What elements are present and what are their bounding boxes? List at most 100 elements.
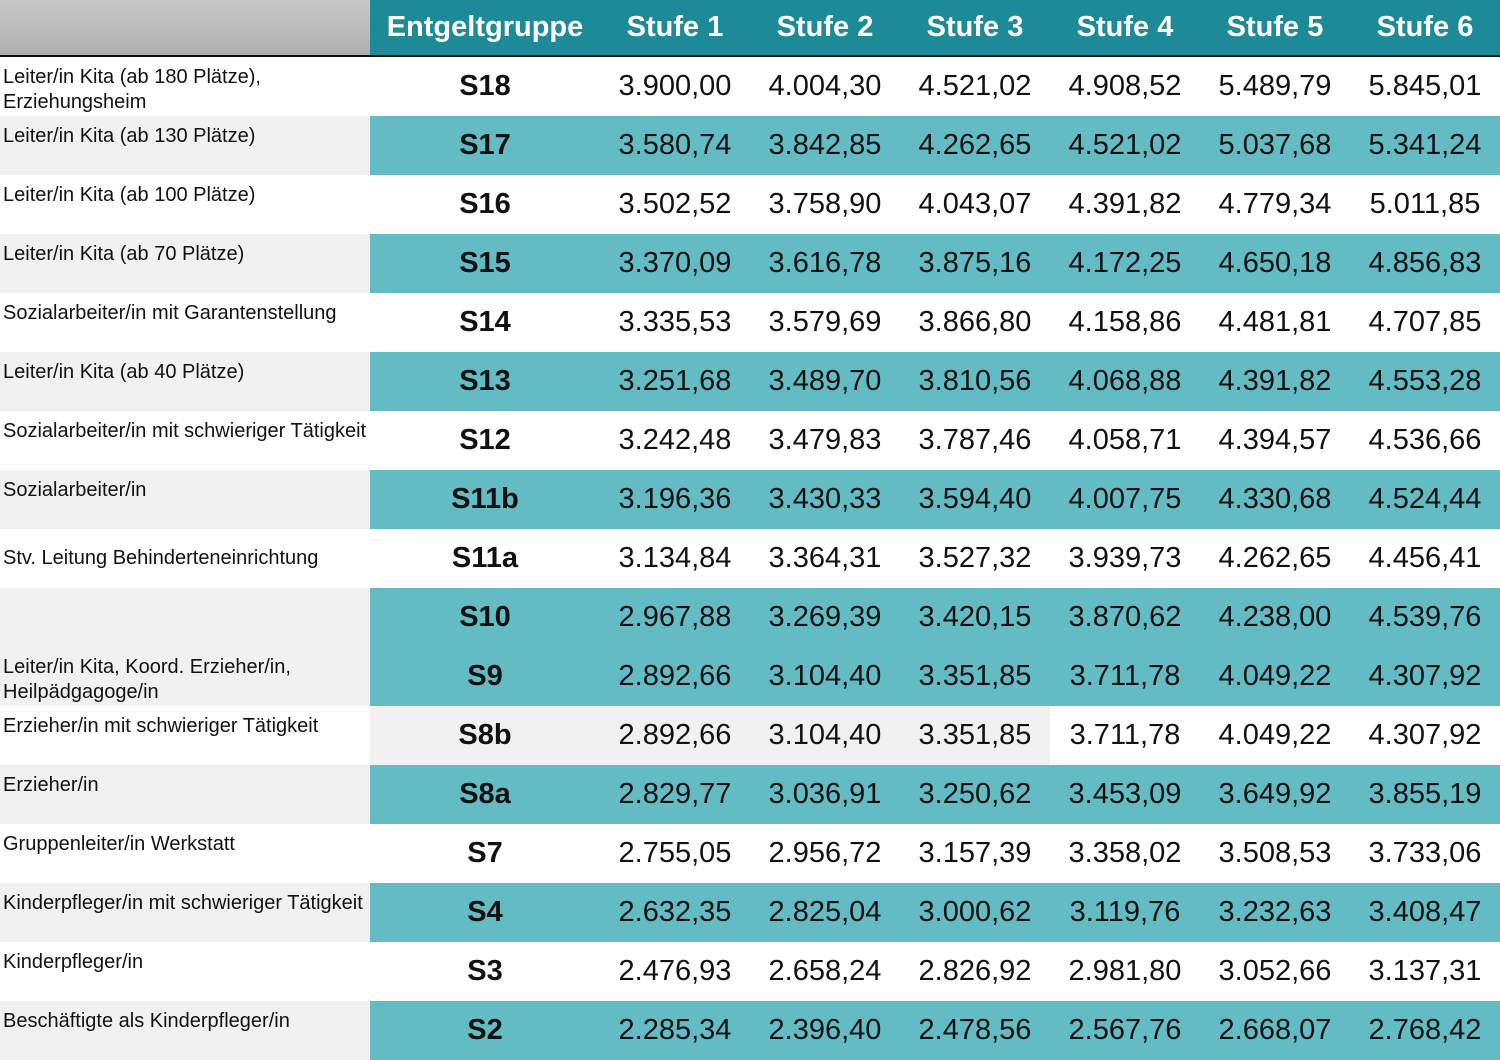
- table-row: Leiter/in Kita (ab 40 Plätze) S13 3.251,68…: [0, 352, 1500, 411]
- group-cell: S8a: [370, 765, 600, 824]
- value-cell: 3.711,78: [1069, 719, 1181, 751]
- value-cell: 4.068,88: [1050, 352, 1200, 411]
- header-cell: Entgeltgruppe: [370, 0, 600, 57]
- value-cell: 3.104,40: [750, 706, 900, 765]
- value-cell: 2.768,42: [1350, 1001, 1500, 1060]
- row-label: Leiter/in Kita (ab 40 Plätze): [0, 352, 370, 411]
- group-cell: S3: [467, 955, 503, 987]
- value-cell: 4.049,22: [1218, 719, 1332, 751]
- group-cell: S11a: [451, 542, 519, 574]
- value-cell: 4.007,75: [1050, 470, 1200, 529]
- value-cell: 5.341,24: [1350, 116, 1500, 175]
- value-cell: 4.158,86: [1068, 306, 1182, 338]
- value-cell: 3.866,80: [918, 306, 1032, 338]
- value-cell: 3.758,90: [768, 188, 882, 220]
- group-cell: S7: [467, 837, 503, 869]
- header-cell: Stufe 2: [750, 0, 900, 57]
- value-cell: 4.307,92: [1350, 647, 1500, 706]
- value-cell: 3.527,32: [918, 542, 1032, 574]
- table-row: Sozialarbeiter/in mit schwieriger Tätigk…: [0, 411, 1500, 470]
- value-cell: 3.420,15: [900, 588, 1050, 647]
- value-cell: 5.037,68: [1200, 116, 1350, 175]
- value-cell: 3.479,83: [768, 424, 882, 456]
- value-cell: 2.826,92: [918, 955, 1032, 987]
- value-cell: 3.364,31: [768, 542, 882, 574]
- group-cell: S15: [370, 234, 600, 293]
- row-label: Stv. Leitung Behinderteneinrichtung: [3, 547, 319, 569]
- table-row: Kinderpfleger/in mit schwieriger Tätigke…: [0, 883, 1500, 942]
- value-cell: 3.489,70: [750, 352, 900, 411]
- group-cell: S13: [370, 352, 600, 411]
- group-cell: S14: [459, 306, 511, 338]
- value-cell: 3.502,52: [618, 188, 732, 220]
- value-cell: 3.649,92: [1200, 765, 1350, 824]
- value-cell: 3.870,62: [1050, 588, 1200, 647]
- table-row: Kinderpfleger/in S3 2.476,93 2.658,24 2.826,…: [0, 942, 1500, 1001]
- value-cell: 4.043,07: [918, 188, 1032, 220]
- row-label: Erzieher/in: [0, 765, 370, 824]
- row-label: Leiter/in Kita (ab 180 Plätze), Erziehun…: [3, 66, 261, 113]
- value-cell: 3.711,78: [1050, 647, 1200, 706]
- value-cell: 4.238,00: [1200, 588, 1350, 647]
- value-cell: 2.632,35: [600, 883, 750, 942]
- value-cell: 2.892,66: [600, 706, 750, 765]
- value-cell: 3.594,40: [900, 470, 1050, 529]
- table-row: Gruppenleiter/in Werkstatt S7 2.755,05 2.95…: [0, 824, 1500, 883]
- value-cell: 2.396,40: [750, 1001, 900, 1060]
- row-label: Kinderpfleger/in: [3, 951, 144, 973]
- row-label: Kinderpfleger/in mit schwieriger Tätigke…: [0, 883, 370, 942]
- value-cell: 4.391,82: [1068, 188, 1182, 220]
- header-cell: Stufe 5: [1200, 0, 1350, 57]
- value-cell: 2.285,34: [600, 1001, 750, 1060]
- value-cell: 3.875,16: [900, 234, 1050, 293]
- value-cell: 3.430,33: [750, 470, 900, 529]
- value-cell: 4.394,57: [1218, 424, 1332, 456]
- value-cell: 4.391,82: [1200, 352, 1350, 411]
- value-cell: 4.553,28: [1350, 352, 1500, 411]
- group-cell: S10: [370, 588, 600, 647]
- value-cell: 3.137,31: [1368, 955, 1482, 987]
- value-cell: 3.855,19: [1350, 765, 1500, 824]
- value-cell: 4.481,81: [1218, 306, 1332, 338]
- value-cell: 3.351,85: [900, 647, 1050, 706]
- value-cell: 3.000,62: [900, 883, 1050, 942]
- table-body: Leiter/in Kita (ab 180 Plätze), Erziehun…: [0, 56, 1500, 1060]
- value-cell: 2.658,24: [768, 955, 882, 987]
- group-cell: S17: [370, 116, 600, 175]
- value-cell: 3.134,84: [618, 542, 732, 574]
- group-cell: S9: [370, 647, 600, 706]
- value-cell: 3.335,53: [618, 306, 732, 338]
- value-cell: 3.250,62: [900, 765, 1050, 824]
- value-cell: 4.524,44: [1350, 470, 1500, 529]
- table-row: Leiter/in Kita (ab 180 Plätze), Erziehun…: [0, 56, 1500, 116]
- value-cell: 3.358,02: [1068, 837, 1182, 869]
- value-cell: 3.196,36: [600, 470, 750, 529]
- value-cell: 3.251,68: [600, 352, 750, 411]
- value-cell: 2.668,07: [1200, 1001, 1350, 1060]
- header-cell: Stufe 6: [1350, 0, 1500, 57]
- value-cell: 4.908,52: [1068, 70, 1182, 102]
- row-label: Beschäftigte als Kinderpfleger/in: [0, 1001, 370, 1060]
- value-cell: 3.104,40: [750, 647, 900, 706]
- value-cell: 4.004,30: [768, 70, 882, 102]
- value-cell: 4.521,02: [918, 70, 1032, 102]
- header-cell: Stufe 4: [1050, 0, 1200, 57]
- table-row: S10 2.967,88 3.269,39 3.420,15 3.870,62 4.238…: [0, 588, 1500, 647]
- table-row: Erzieher/in mit schwieriger Tätigkeit S8b…: [0, 706, 1500, 765]
- value-cell: 2.956,72: [768, 837, 882, 869]
- value-cell: 2.567,76: [1050, 1001, 1200, 1060]
- row-label: Leiter/in Kita (ab 130 Plätze): [0, 116, 370, 175]
- value-cell: 3.052,66: [1218, 955, 1332, 987]
- value-cell: 5.011,85: [1369, 188, 1481, 220]
- table-row: Leiter/in Kita, Koord. Erzieher/in, Heil…: [0, 647, 1500, 706]
- table-row: Leiter/in Kita (ab 130 Plätze) S17 3.580,7…: [0, 116, 1500, 175]
- row-label: Sozialarbeiter/in mit Garantenstellung: [3, 302, 337, 324]
- group-cell: S16: [459, 188, 511, 220]
- value-cell: 3.157,39: [918, 837, 1032, 869]
- value-cell: 3.242,48: [618, 424, 732, 456]
- header-row: Entgeltgruppe Stufe 1 Stufe 2 Stufe 3 Stufe …: [0, 0, 1500, 57]
- value-cell: 3.408,47: [1350, 883, 1500, 942]
- value-cell: 3.036,91: [750, 765, 900, 824]
- value-cell: 3.453,09: [1050, 765, 1200, 824]
